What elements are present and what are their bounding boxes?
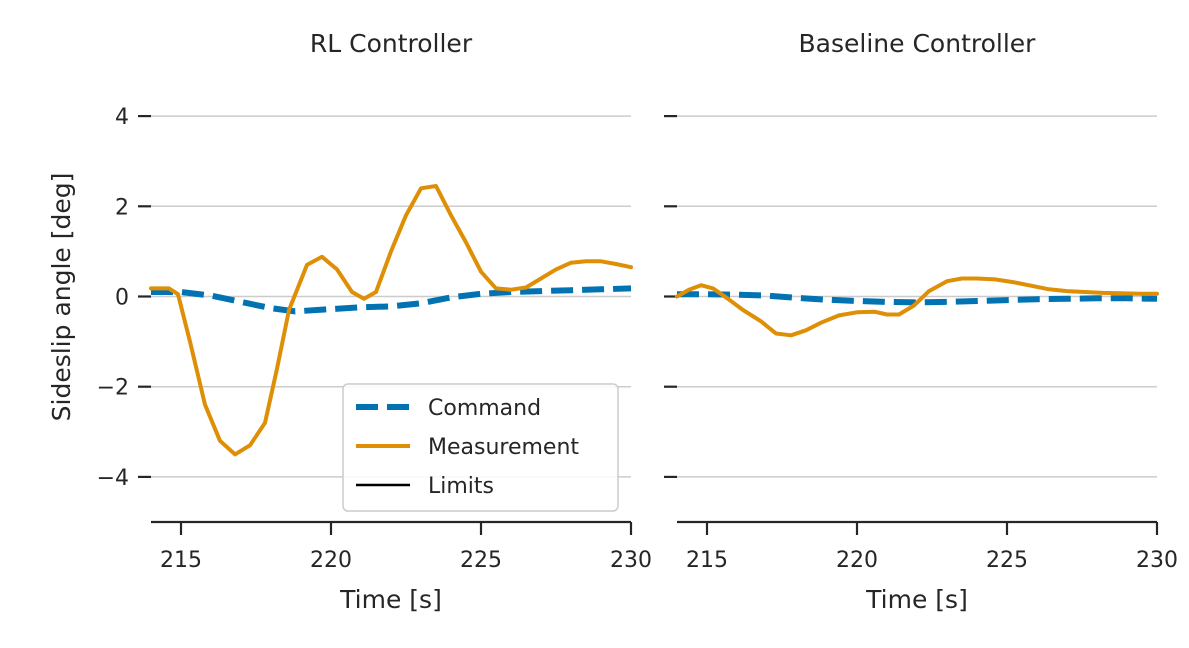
legend-command-label: Command <box>428 396 541 421</box>
x-tick-label: 215 <box>686 548 728 573</box>
panel-title: Baseline Controller <box>799 29 1037 58</box>
x-tick-label: 220 <box>310 548 352 573</box>
x-axis-label: Time [s] <box>339 585 442 614</box>
x-tick-label: 230 <box>1136 548 1178 573</box>
legend-frame <box>342 383 619 512</box>
legend-measurement-label: Measurement <box>428 435 579 460</box>
x-tick-label: 225 <box>460 548 502 573</box>
panel-title: RL Controller <box>310 29 473 58</box>
legend-limits-label: Limits <box>428 474 494 499</box>
series-command-line <box>677 291 1158 306</box>
y-ticks: −4 −2 0 2 4 <box>97 105 151 491</box>
x-tick-label: 230 <box>610 548 652 573</box>
y-tick-label: −4 <box>97 466 129 491</box>
x-ticks: 215 220 225 230 <box>686 522 1178 573</box>
x-tick-label: 220 <box>836 548 878 573</box>
series-lines <box>675 276 1159 338</box>
series-measurement-line <box>675 276 1159 338</box>
y-tick-label: −2 <box>97 376 129 401</box>
series-command-line <box>151 285 632 315</box>
panel-rl-controller: RL Controller −4 −2 0 2 4 215 220 225 230 Time … <box>47 29 652 614</box>
legend: Command Measurement Limits <box>342 383 619 512</box>
panel-baseline-controller: Baseline Controller 215 220 225 230 Time [s… <box>664 29 1178 614</box>
y-tick-label: 2 <box>115 195 129 220</box>
y-ticks <box>664 114 677 478</box>
x-axis-label: Time [s] <box>865 585 968 614</box>
y-grid <box>677 115 1157 478</box>
y-tick-label: 0 <box>115 286 129 311</box>
x-tick-label: 225 <box>986 548 1028 573</box>
y-tick-label: 4 <box>115 105 129 130</box>
series-lines <box>149 184 633 457</box>
series-measurement-line <box>149 184 633 457</box>
x-tick-label: 215 <box>160 548 202 573</box>
x-ticks: 215 220 225 230 <box>160 522 652 573</box>
y-axis-label: Sideslip angle [deg] <box>47 173 76 422</box>
